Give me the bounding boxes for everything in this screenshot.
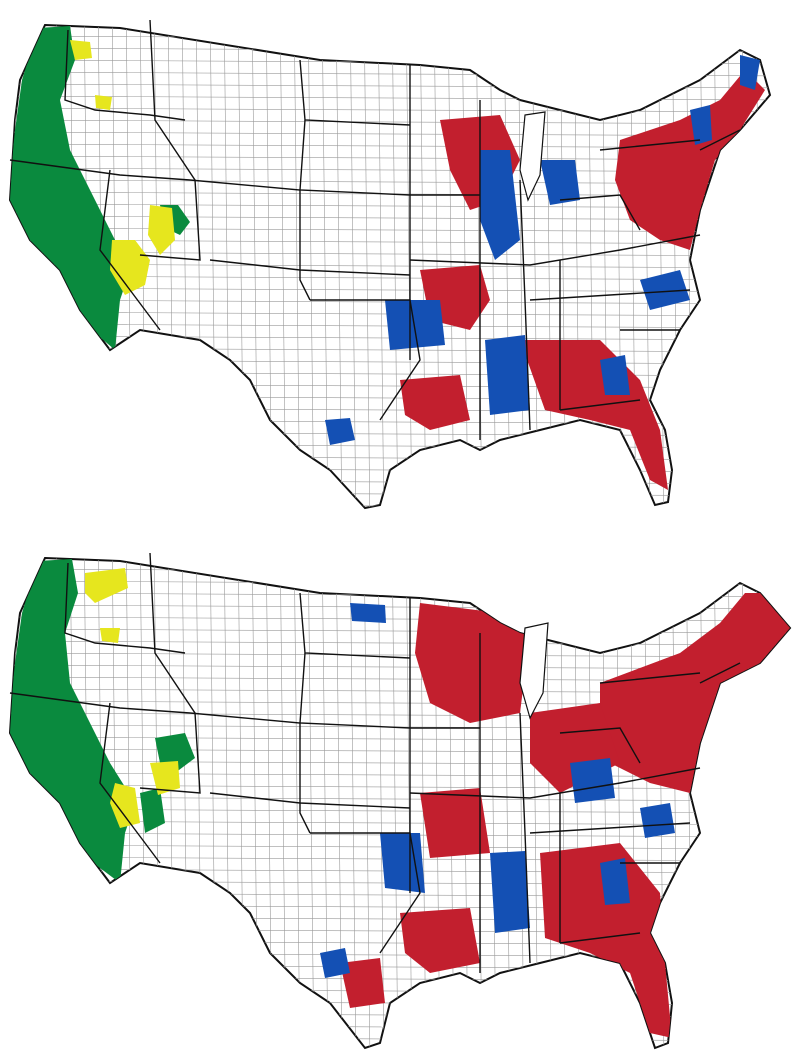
- region-yellow-or: [95, 95, 112, 110]
- us-county-map-top: [8, 19, 772, 510]
- region-red-upper-midwest: [415, 603, 530, 723]
- region-blue-georgia: [600, 858, 630, 905]
- region-yellow-wa: [85, 568, 128, 603]
- region-blue-minnesota: [350, 603, 386, 623]
- region-green-nevada: [140, 788, 165, 833]
- region-yellow-or: [100, 628, 120, 643]
- region-blue-texas: [320, 948, 350, 978]
- region-blue-ohio: [570, 758, 615, 803]
- map-panel-bottom: [0, 533, 800, 1063]
- region-blue-mississippi: [485, 335, 530, 415]
- region-blue-carolinas: [640, 803, 675, 838]
- region-red-arkansas: [420, 788, 490, 858]
- region-yellow-wa: [70, 40, 92, 60]
- region-red-northeast: [600, 593, 790, 793]
- region-red-texas: [340, 958, 385, 1008]
- region-blue-maine: [740, 55, 760, 90]
- region-yellow-utah: [150, 761, 180, 795]
- region-red-louisiana: [400, 375, 470, 430]
- region-red-south: [540, 843, 672, 1038]
- region-blue-carolinas: [640, 270, 690, 310]
- region-red-south: [520, 340, 668, 490]
- region-blue-wisconsin: [480, 150, 520, 260]
- region-yellow-utah: [148, 205, 175, 255]
- region-blue-arkansas: [380, 833, 425, 893]
- region-blue-newengland: [690, 105, 712, 145]
- region-green-west-coast: [10, 26, 130, 350]
- map-panel-top: [0, 0, 800, 530]
- lake-michigan-bottom: [519, 622, 549, 720]
- colored-regions-bottom: [10, 559, 790, 1038]
- region-blue-georgia: [600, 355, 630, 395]
- us-county-map-bottom: [8, 552, 792, 1050]
- colored-regions-top: [10, 26, 765, 490]
- region-blue-texas: [325, 418, 355, 445]
- region-yellow-nevada: [110, 783, 140, 828]
- state-borders-top: [9, 19, 741, 440]
- state-borders-bottom: [9, 552, 741, 973]
- region-red-louisiana: [400, 908, 480, 973]
- region-blue-michigan: [540, 160, 580, 205]
- region-blue-arkansas: [385, 300, 445, 350]
- region-green-west-coast: [10, 559, 135, 883]
- region-red-northeast: [615, 70, 765, 250]
- lake-michigan-top: [519, 111, 546, 202]
- region-blue-mississippi: [490, 851, 530, 933]
- region-yellow-nevada: [110, 240, 150, 295]
